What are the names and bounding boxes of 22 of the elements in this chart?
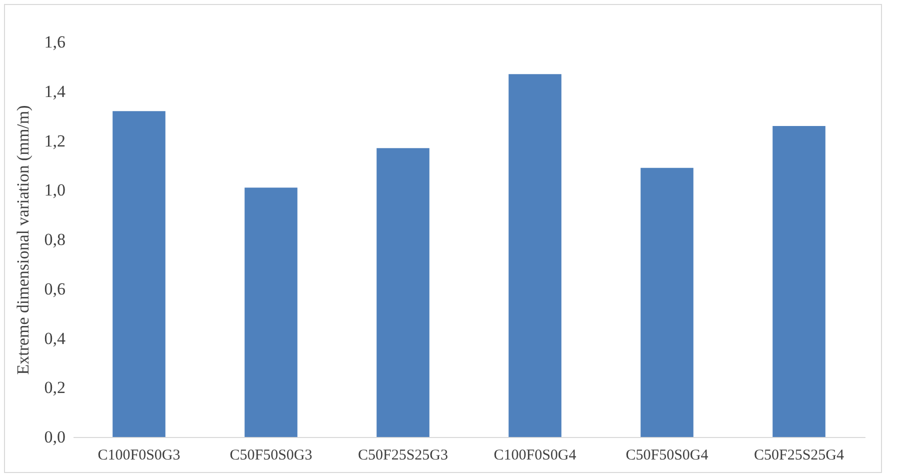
bar xyxy=(640,168,694,437)
x-tick-label: C50F50S0G4 xyxy=(626,448,709,464)
y-tick-label: 0,2 xyxy=(44,378,66,398)
y-tick-label: 1,4 xyxy=(44,82,66,101)
y-tick-label: 1,6 xyxy=(44,32,66,52)
y-tick-label: 0,6 xyxy=(44,279,66,298)
x-tick-label: C50F25S25G3 xyxy=(358,448,448,464)
y-tick-label: 0,4 xyxy=(44,328,66,348)
y-tick-label: 0,8 xyxy=(44,230,66,249)
bar xyxy=(772,126,826,437)
bar xyxy=(508,74,562,437)
y-tick-label: 0,0 xyxy=(44,428,66,446)
bar xyxy=(376,148,430,437)
x-tick-label: C50F25S25G4 xyxy=(754,448,845,464)
x-tick-label: C50F50S0G3 xyxy=(230,448,312,464)
bar xyxy=(112,111,166,437)
y-tick-label: 1,0 xyxy=(44,180,66,200)
x-tick-label: C100F0S0G3 xyxy=(98,448,180,464)
y-tick-label: 1,2 xyxy=(44,131,66,150)
bar xyxy=(244,188,298,437)
y-axis-title: Extreme dimensional variation (mm/m) xyxy=(13,105,32,375)
x-tick-label: C100F0S0G4 xyxy=(494,448,577,464)
